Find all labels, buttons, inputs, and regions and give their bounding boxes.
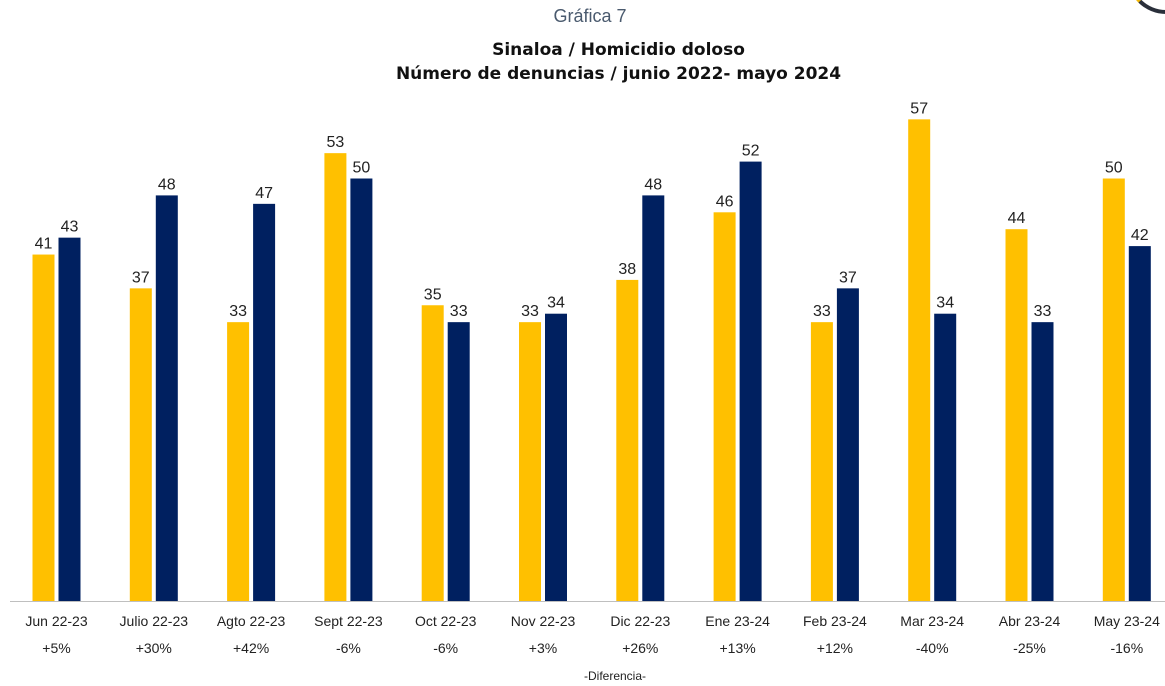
bar-series1-9 [810, 322, 833, 601]
value-label-series2-8: 52 [742, 143, 760, 160]
value-label-series2-10: 34 [936, 295, 954, 312]
bar-series2-10 [934, 313, 957, 601]
chart-title-line1: Sinaloa / Homicidio doloso [492, 40, 745, 60]
value-label-series2-5: 33 [450, 303, 468, 320]
bar-series2-8 [739, 161, 762, 601]
value-label-series1-12: 50 [1105, 160, 1123, 177]
category-label-9: Feb 23-24 [803, 613, 867, 629]
value-label-series1-3: 33 [229, 303, 247, 320]
value-label-series2-1: 43 [61, 219, 79, 236]
difference-label-6: +3% [529, 640, 557, 656]
figure-number: Gráfica 7 [553, 6, 627, 26]
bar-series1-2 [129, 288, 152, 601]
bar-series2-4 [350, 178, 373, 601]
value-label-series2-4: 50 [353, 160, 371, 177]
value-label-series2-6: 34 [547, 295, 565, 312]
value-label-series2-3: 47 [255, 185, 273, 202]
bar-series1-12 [1102, 178, 1125, 601]
value-label-series1-11: 44 [1008, 210, 1026, 227]
category-label-1: Jun 22-23 [25, 613, 87, 629]
difference-label-4: -6% [336, 640, 361, 656]
bar-series2-9 [836, 288, 859, 601]
bar-series1-7 [616, 279, 639, 601]
value-label-series1-7: 38 [618, 261, 636, 278]
bar-series1-10 [908, 119, 931, 601]
category-label-12: May 23-24 [1094, 613, 1160, 629]
category-label-5: Oct 22-23 [415, 613, 477, 629]
value-label-series1-9: 33 [813, 303, 831, 320]
value-label-series1-1: 41 [35, 236, 53, 253]
category-label-2: Julio 22-23 [120, 613, 189, 629]
bar-series1-6 [519, 322, 541, 601]
value-label-series1-10: 57 [910, 100, 928, 117]
difference-label-10: -40% [916, 640, 949, 656]
category-label-6: Nov 22-23 [511, 613, 576, 629]
value-label-series2-12: 42 [1131, 227, 1149, 244]
difference-label-9: +12% [817, 640, 853, 656]
value-label-series1-2: 37 [132, 269, 150, 286]
difference-label-2: +30% [136, 640, 172, 656]
category-label-10: Mar 23-24 [900, 613, 964, 629]
value-label-series2-7: 48 [644, 176, 662, 193]
difference-label-8: +13% [719, 640, 755, 656]
difference-footer: -Diferencia- [583, 669, 646, 683]
value-label-series1-5: 35 [424, 286, 442, 303]
difference-label-5: -6% [433, 640, 458, 656]
bar-series2-6 [545, 313, 567, 601]
bar-series1-3 [227, 322, 250, 601]
bar-series2-5 [447, 322, 470, 601]
bar-series1-1 [32, 254, 55, 602]
chart-title-line2: Número de denuncias / junio 2022- mayo 2… [395, 64, 842, 84]
bar-series2-2 [155, 195, 178, 601]
category-label-3: Agto 22-23 [217, 613, 286, 629]
category-label-8: Ene 23-24 [705, 613, 770, 629]
difference-label-11: -25% [1013, 640, 1046, 656]
difference-label-12: -16% [1110, 640, 1143, 656]
bar-series1-11 [1005, 229, 1028, 601]
value-label-series2-11: 33 [1034, 303, 1052, 320]
bar-series2-11 [1031, 322, 1054, 601]
value-label-series1-4: 53 [327, 134, 345, 151]
bar-series1-5 [421, 305, 444, 601]
bar-series2-12 [1128, 246, 1151, 601]
category-label-4: Sept 22-23 [314, 613, 383, 629]
value-label-series2-9: 37 [839, 269, 857, 286]
value-label-series2-2: 48 [158, 176, 176, 193]
difference-label-3: +42% [233, 640, 269, 656]
bar-series1-4 [324, 153, 347, 601]
category-label-11: Abr 23-24 [999, 613, 1061, 629]
value-label-series1-8: 46 [716, 193, 734, 210]
bar-series2-1 [58, 237, 81, 601]
value-label-series1-6: 33 [521, 303, 539, 320]
category-label-7: Dic 22-23 [610, 613, 670, 629]
difference-label-1: +5% [42, 640, 70, 656]
bar-series1-8 [713, 212, 736, 602]
bar-series2-7 [642, 195, 665, 601]
bar-series2-3 [253, 203, 276, 601]
difference-label-7: +26% [622, 640, 658, 656]
